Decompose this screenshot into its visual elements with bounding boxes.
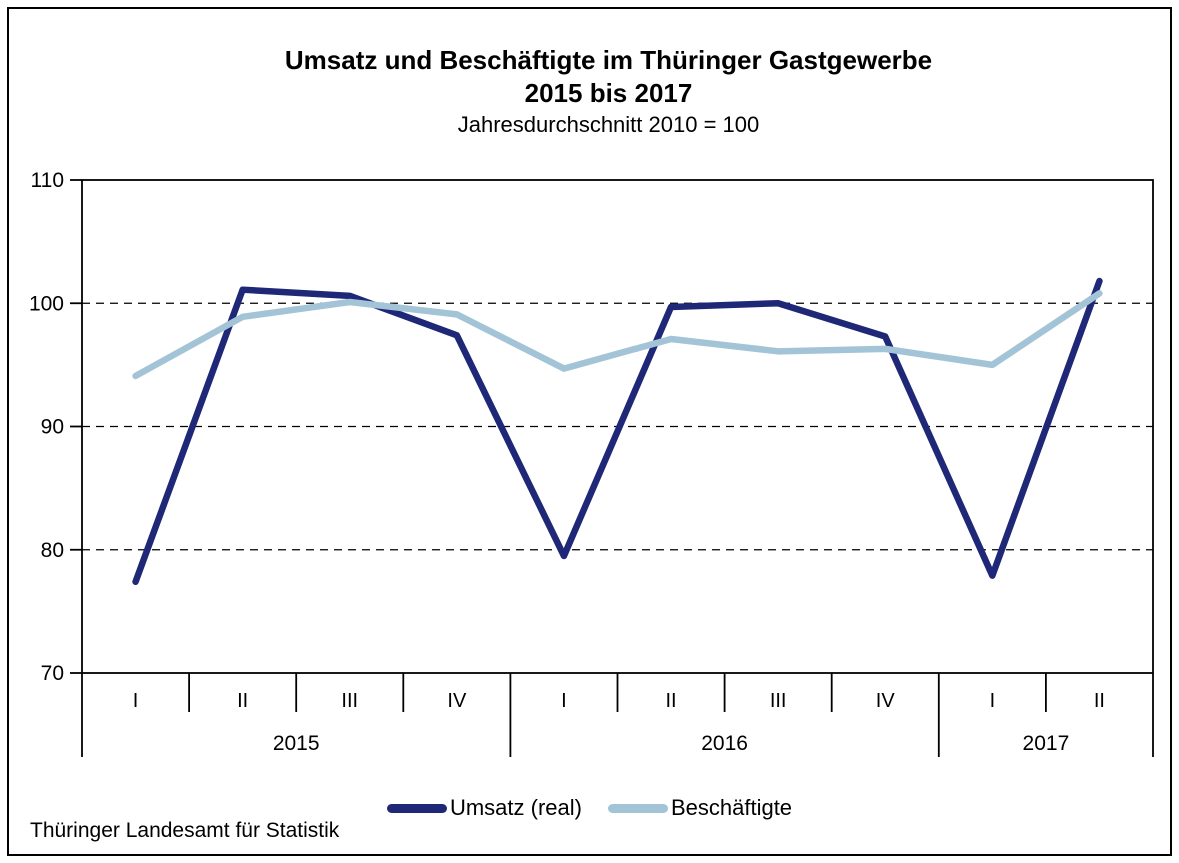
legend-label: Umsatz (real) xyxy=(449,795,582,820)
y-tick-label-90: 90 xyxy=(41,416,64,439)
quarter-label: I xyxy=(133,690,139,712)
quarter-label: I xyxy=(990,690,996,712)
quarter-label: II xyxy=(237,690,248,712)
chart-title-line2: 2015 bis 2017 xyxy=(524,78,693,108)
y-tick-label-80: 80 xyxy=(41,539,64,562)
legend-swatch-icon xyxy=(386,803,447,813)
legend-label: Beschäftigte xyxy=(670,795,793,820)
legend-item: Umsatz (real) xyxy=(386,795,582,821)
quarter-label: II xyxy=(1094,690,1105,712)
year-label-2015: 2015 xyxy=(273,732,320,755)
quarter-label: I xyxy=(561,690,567,712)
year-label-2016: 2016 xyxy=(701,732,748,755)
legend-swatch-icon xyxy=(607,803,668,813)
chart-legend: Umsatz (real) Beschäftigte xyxy=(0,794,1179,822)
chart-title-block: Umsatz und Beschäftigte im Thüringer Gas… xyxy=(38,44,1179,140)
source-label: Thüringer Landesamt für Statistik xyxy=(30,819,340,842)
series-line-beschaeftigte xyxy=(132,290,1103,380)
legend-item: Beschäftigte xyxy=(607,795,793,821)
quarter-label: IV xyxy=(876,690,896,712)
chart-subtitle: Jahresdurchschnitt 2010 = 100 xyxy=(457,112,760,137)
year-label-2017: 2017 xyxy=(1023,732,1070,755)
series-line-umsatz xyxy=(132,277,1103,586)
quarter-label: III xyxy=(770,690,787,712)
quarter-label: II xyxy=(665,690,676,712)
page-border xyxy=(7,7,1172,856)
y-tick-label-100: 100 xyxy=(29,292,64,315)
chart-title-line1: Umsatz und Beschäftigte im Thüringer Gas… xyxy=(284,45,933,75)
y-tick-label-70: 70 xyxy=(41,662,64,685)
quarter-label: IV xyxy=(447,690,467,712)
quarter-label: III xyxy=(341,690,358,712)
y-tick-label-110: 110 xyxy=(31,169,64,192)
